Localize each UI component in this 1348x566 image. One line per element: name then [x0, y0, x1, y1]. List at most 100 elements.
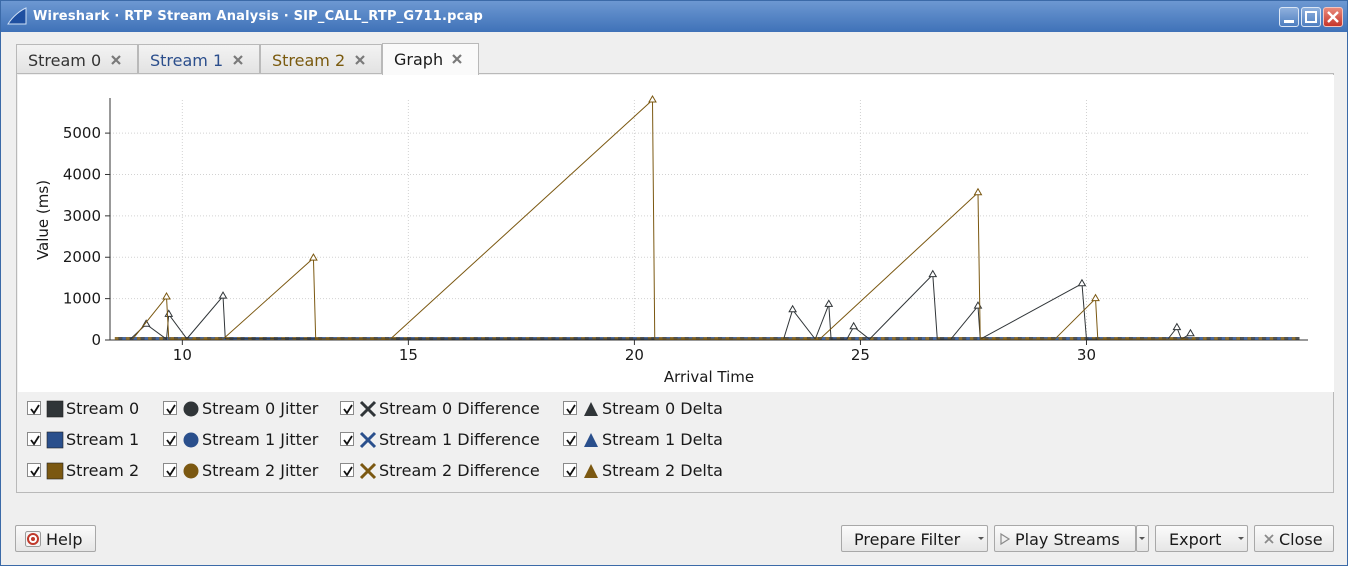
baseline-sample-mark [1114, 337, 1119, 340]
legend-label: Stream 0 Delta [602, 399, 723, 418]
baseline-sample-mark [1247, 337, 1252, 340]
baseline-sample-mark [1147, 337, 1152, 340]
help-button[interactable]: Help [15, 525, 96, 552]
baseline-sample-mark [947, 337, 952, 340]
legend-checkbox[interactable] [340, 432, 354, 446]
legend-triangle-icon [584, 433, 598, 447]
baseline-sample-mark [1217, 337, 1222, 340]
baseline-sample-mark [1225, 337, 1230, 340]
legend-triangle-icon [584, 464, 598, 478]
baseline-sample-mark [951, 337, 956, 340]
baseline-sample-mark [851, 337, 856, 340]
window-title: Wireshark · RTP Stream Analysis · SIP_CA… [33, 9, 484, 24]
series-line [130, 273, 1191, 341]
check-icon [343, 435, 353, 446]
baseline-sample-mark [788, 337, 793, 340]
delta-point-marker [1077, 278, 1087, 287]
window-close-button[interactable] [1323, 7, 1343, 27]
baseline-sample-mark [1032, 337, 1037, 340]
baseline-sample-mark [958, 337, 963, 340]
baseline-sample-mark [1173, 337, 1178, 340]
baseline-sample-mark [1040, 337, 1045, 340]
baseline-sample-mark [1069, 337, 1074, 340]
baseline-sample-mark [647, 337, 652, 340]
check-icon [566, 466, 576, 477]
tab-stream-1[interactable]: Stream 1 [138, 44, 260, 74]
baseline-sample-mark [1280, 337, 1285, 340]
legend-checkbox[interactable] [27, 432, 41, 446]
baseline-sample-mark [1251, 337, 1256, 340]
baseline-sample-mark [1073, 337, 1078, 340]
legend-label: Stream 2 Difference [379, 461, 540, 480]
legend-checkbox[interactable] [563, 463, 577, 477]
baseline-sample-mark [1221, 337, 1226, 340]
legend-checkbox[interactable] [563, 432, 577, 446]
play-streams-label: Play Streams [1015, 530, 1120, 549]
baseline-sample-mark [758, 337, 763, 340]
chevron-down-icon[interactable] [975, 526, 987, 551]
close-tab-icon[interactable] [232, 54, 244, 66]
baseline-sample-mark [721, 337, 726, 340]
baseline-sample-mark [655, 337, 660, 340]
baseline-sample-mark [673, 337, 678, 340]
legend-label: Stream 1 Delta [602, 430, 723, 449]
legend-checkbox[interactable] [163, 463, 177, 477]
baseline-sample-mark [1080, 337, 1085, 340]
x-tick-label: 10 [173, 346, 192, 364]
baseline-sample-mark [207, 337, 212, 340]
baseline-sample-mark [740, 337, 745, 340]
legend-checkbox[interactable] [163, 401, 177, 415]
baseline-sample-mark [803, 337, 808, 340]
baseline-sample-mark [1284, 337, 1289, 340]
prepare-filter-button[interactable]: Prepare Filter [841, 525, 988, 552]
tab-graph[interactable]: Graph [382, 43, 479, 75]
baseline-sample-mark [1210, 337, 1215, 340]
check-icon [166, 404, 176, 415]
baseline-sample-mark [751, 337, 756, 340]
legend-checkbox[interactable] [163, 432, 177, 446]
close-tab-icon[interactable] [451, 53, 463, 65]
x-axis-label: Arrival Time [664, 368, 754, 386]
close-tab-icon[interactable] [110, 54, 122, 66]
baseline-sample-mark [1269, 337, 1274, 340]
legend-checkbox[interactable] [563, 401, 577, 415]
baseline-sample-mark [862, 337, 867, 340]
baseline-sample-mark [610, 337, 615, 340]
check-icon [566, 404, 576, 415]
maximize-button[interactable] [1301, 7, 1321, 27]
baseline-sample-mark [1036, 337, 1041, 340]
rtp-chart[interactable]: 10 15 20 25 30 0 1000 2000 3000 4000 5000 Arrival T… [18, 75, 1334, 392]
baseline-sample-mark [218, 337, 223, 340]
minimize-icon [1284, 20, 1294, 23]
maximize-icon [1305, 11, 1317, 23]
baseline-sample-mark [199, 337, 204, 340]
baseline-sample-mark [792, 337, 797, 340]
baseline-sample-mark [1088, 337, 1093, 340]
close-tab-icon[interactable] [354, 54, 366, 66]
baseline-sample-mark [921, 337, 926, 340]
legend-checkbox[interactable] [27, 401, 41, 415]
minimize-button[interactable] [1279, 7, 1299, 27]
baseline-sample-mark [1132, 337, 1137, 340]
help-label: Help [46, 530, 83, 549]
legend-checkbox[interactable] [340, 463, 354, 477]
baseline-sample-mark [1169, 337, 1174, 340]
legend-checkbox[interactable] [340, 401, 354, 415]
play-streams-button[interactable]: Play Streams [994, 525, 1136, 552]
baseline-sample-mark [855, 337, 860, 340]
baseline-sample-mark [1140, 337, 1145, 340]
legend-label: Stream 1 [66, 430, 140, 449]
tab-stream-2[interactable]: Stream 2 [260, 44, 382, 74]
legend-checkbox[interactable] [27, 463, 41, 477]
title-bar[interactable]: Wireshark · RTP Stream Analysis · SIP_CA… [1, 1, 1347, 32]
baseline-sample-mark [651, 337, 656, 340]
close-button[interactable]: Close [1254, 525, 1334, 552]
delta-point-marker [1172, 322, 1182, 331]
baseline-sample-mark [136, 337, 141, 340]
tab-stream-0[interactable]: Stream 0 [16, 44, 138, 74]
play-streams-menu-button[interactable] [1136, 525, 1149, 552]
rtp-graph-area[interactable]: 10 15 20 25 30 0 1000 2000 3000 4000 5000 Arrival T… [18, 75, 1334, 392]
chevron-down-icon[interactable] [1235, 526, 1247, 551]
baseline-sample-mark [1091, 337, 1096, 340]
export-button[interactable]: Export [1155, 525, 1248, 552]
